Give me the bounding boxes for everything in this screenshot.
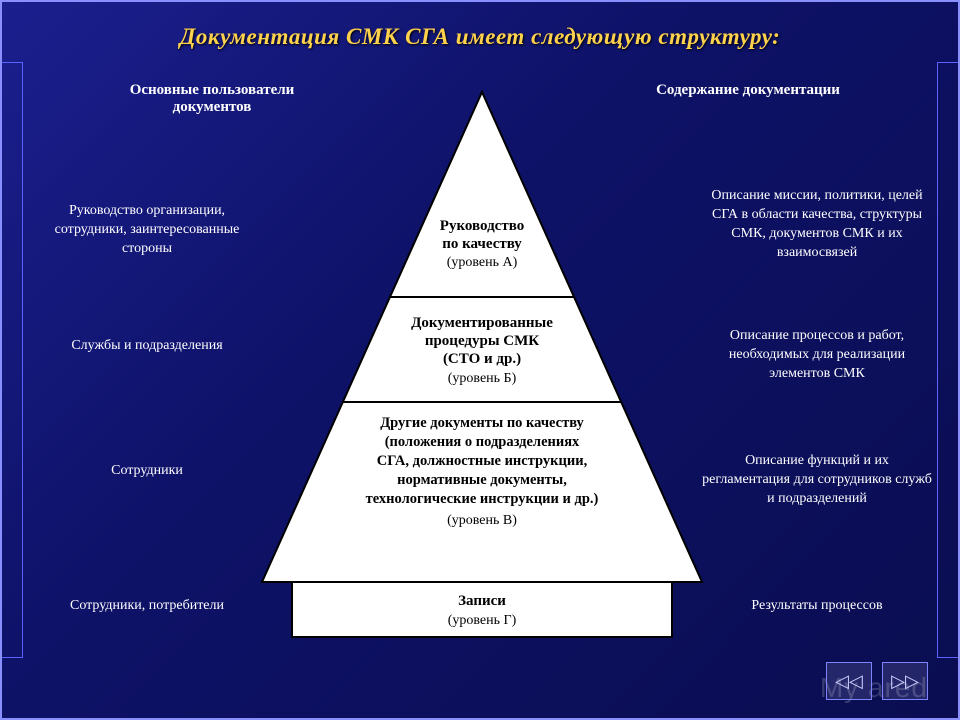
level-c-line3: СГА, должностные инструкции, [377, 453, 588, 469]
chevrons-left-icon: ◁◁ [835, 671, 863, 692]
level-a-line1: Руководство [440, 218, 524, 234]
pyramid-base-rect [292, 582, 672, 637]
level-b-line2: процедуры СМК [425, 333, 539, 349]
level-c-sub: (уровень В) [447, 513, 517, 528]
level-d-line1: Записи [458, 593, 506, 609]
level-c-line2: (положения о подразделениях [385, 434, 580, 450]
level-c-line4: нормативные документы, [397, 472, 567, 488]
nav-next-button[interactable]: ▷▷ [882, 662, 928, 700]
nav-buttons: ◁◁ ▷▷ [826, 662, 928, 700]
nav-prev-button[interactable]: ◁◁ [826, 662, 872, 700]
pyramid-diagram: Руководство по качеству (уровень А) Доку… [2, 2, 960, 720]
level-d-sub: (уровень Г) [448, 613, 517, 628]
level-c-line5: технологические инструкции и др.) [366, 491, 599, 507]
level-c-line1: Другие документы по качеству [380, 415, 584, 431]
level-a-sub: (уровень А) [447, 255, 518, 270]
slide-frame: Документация СМК СГА имеет следующую стр… [0, 0, 960, 720]
chevrons-right-icon: ▷▷ [891, 671, 919, 692]
level-a-line2: по качеству [442, 236, 522, 252]
level-b-sub: (уровень Б) [448, 371, 517, 386]
level-b-line3: (СТО и др.) [443, 351, 521, 367]
level-b-line1: Документированные [411, 315, 553, 331]
